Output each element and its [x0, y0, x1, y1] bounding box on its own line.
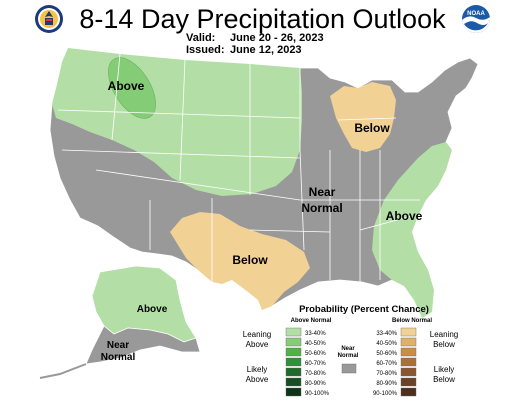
label-southeast: Above — [386, 209, 423, 223]
legend-below-swatch — [400, 377, 417, 387]
label-near-normal-1: Near — [309, 185, 336, 199]
state-lines — [57, 53, 420, 282]
valid-label: Valid: — [186, 32, 216, 44]
legend-below-swatch — [400, 327, 417, 337]
region-alaska-south — [85, 325, 201, 365]
legend-likely-above-1: Likely — [247, 365, 267, 374]
region-pacific-nw-core — [108, 57, 156, 119]
legend-likely-below-2: Below — [433, 375, 455, 384]
noaa-logo-text: NOAA — [467, 11, 485, 17]
legend-above-rows: 33-40% 40-50% 50-60% 60-70% 70-80% 80-90% 90-1… — [285, 327, 330, 397]
legend-below-swatch — [400, 337, 417, 347]
legend-above-range: 80-90% — [305, 381, 326, 387]
issued-line: Issued: June 12, 2023 — [186, 44, 302, 56]
issued-label: Issued: — [186, 44, 225, 56]
legend-side-labels: Leaning Above Likely Above Leaning Below… — [243, 330, 458, 384]
legend-above-swatch — [285, 377, 302, 387]
legend-below-range: 90-100% — [373, 391, 398, 397]
legend-above-range: 50-60% — [305, 351, 326, 357]
label-alaska: Above — [137, 304, 168, 315]
legend-below-swatch — [400, 347, 417, 357]
label-northwest: Above — [108, 79, 145, 93]
legend-below-header: Below Normal — [392, 318, 432, 324]
legend-likely-below-1: Likely — [434, 365, 454, 374]
legend-leaning-above-2: Above — [246, 340, 269, 349]
legend-near-header-1: Near — [341, 346, 355, 352]
legend-above-range: 33-40% — [305, 331, 326, 337]
doc-seal-icon — [35, 5, 63, 33]
label-alaska-near-2: Normal — [101, 352, 136, 363]
region-southern-plains — [170, 212, 310, 310]
legend-below-swatch — [400, 357, 417, 367]
legend-below-range: 60-70% — [376, 361, 397, 367]
issued-value: June 12, 2023 — [230, 44, 302, 56]
legend-above-swatch — [285, 327, 302, 337]
legend: Probability (Percent Chance) Above Norma… — [243, 304, 458, 397]
aleutian-islands — [39, 363, 87, 379]
legend-likely-above-2: Above — [246, 375, 269, 384]
legend-below-swatch — [400, 387, 417, 397]
legend-below-range: 50-60% — [376, 351, 397, 357]
legend-below-rows: 33-40% 40-50% 50-60% 60-70% 70-80% 80-90% 90-1… — [373, 327, 417, 397]
legend-below-range: 40-50% — [376, 341, 397, 347]
legend-near-header-2: Normal — [338, 353, 359, 359]
page-title: 8-14 Day Precipitation Outlook — [79, 4, 446, 34]
legend-title: Probability (Percent Chance) — [299, 304, 429, 315]
legend-above-header: Above Normal — [291, 318, 332, 324]
region-great-lakes — [330, 82, 396, 152]
legend-above-swatch — [285, 367, 302, 377]
label-near-normal-2: Normal — [301, 201, 342, 215]
legend-above-range: 60-70% — [305, 361, 326, 367]
legend-above-swatch — [285, 387, 302, 397]
legend-leaning-below-2: Below — [433, 340, 455, 349]
label-alaska-near-1: Near — [107, 340, 129, 351]
valid-line: Valid: June 20 - 26, 2023 — [186, 32, 324, 44]
label-southern-plains: Below — [232, 253, 268, 267]
legend-below-range: 33-40% — [376, 331, 397, 337]
legend-above-swatch — [285, 337, 302, 347]
legend-above-swatch — [285, 357, 302, 367]
region-southeast — [372, 142, 452, 318]
noaa-logo-icon: NOAA — [462, 5, 490, 33]
legend-below-swatch — [400, 367, 417, 377]
legend-near-normal-swatch — [341, 363, 357, 374]
legend-above-range: 40-50% — [305, 341, 326, 347]
legend-below-range: 80-90% — [376, 381, 397, 387]
legend-leaning-below-1: Leaning — [430, 330, 458, 339]
legend-leaning-above-1: Leaning — [243, 330, 271, 339]
legend-above-swatch — [285, 347, 302, 357]
valid-value: June 20 - 26, 2023 — [230, 32, 324, 44]
label-great-lakes: Below — [354, 121, 390, 135]
legend-above-range: 70-80% — [305, 371, 326, 377]
legend-above-range: 90-100% — [305, 391, 330, 397]
legend-below-range: 70-80% — [376, 371, 397, 377]
